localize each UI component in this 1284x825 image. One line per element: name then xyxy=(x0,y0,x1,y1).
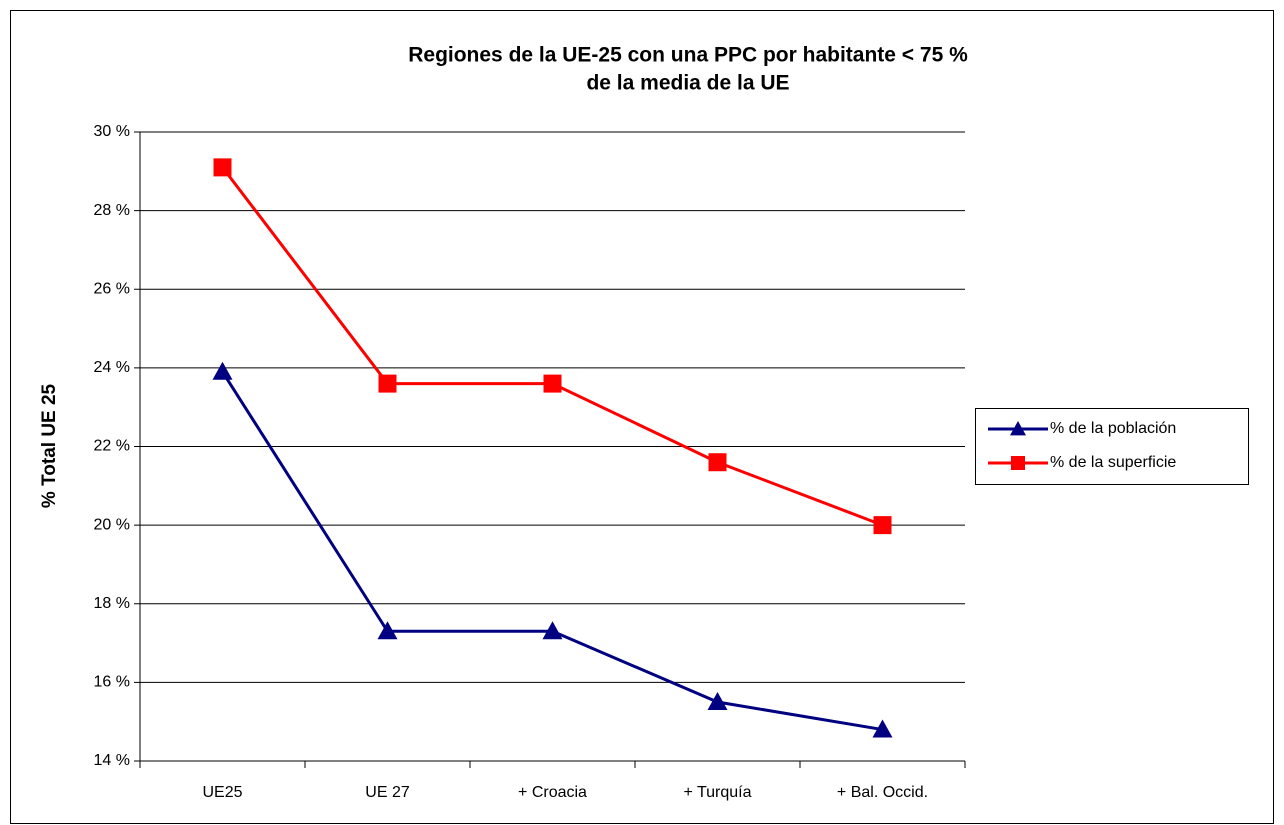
chart-title: Regiones de la UE-25 con una PPC por hab… xyxy=(408,44,968,67)
x-tick-label: UE 27 xyxy=(365,784,410,801)
legend-box xyxy=(975,408,1249,485)
y-tick-label: 28 % xyxy=(94,202,130,219)
marker xyxy=(872,719,893,738)
x-tick-label: + Turquía xyxy=(683,784,751,801)
chart-title: de la media de la UE xyxy=(586,72,789,95)
marker xyxy=(873,516,892,535)
marker xyxy=(1010,421,1026,436)
marker xyxy=(542,621,563,640)
y-tick-label: 22 % xyxy=(94,438,130,455)
y-tick-label: 16 % xyxy=(94,674,130,691)
y-tick-label: 26 % xyxy=(94,280,130,297)
y-tick-label: 24 % xyxy=(94,359,130,376)
y-tick-label: 30 % xyxy=(94,123,130,140)
y-tick-label: 18 % xyxy=(94,595,130,612)
marker xyxy=(212,361,233,380)
x-tick-label: + Bal. Occid. xyxy=(837,784,928,801)
y-axis-label: % Total UE 25 xyxy=(39,383,60,508)
marker xyxy=(1011,456,1025,470)
x-tick-label: UE25 xyxy=(202,784,242,801)
y-tick-label: 14 % xyxy=(94,752,130,769)
legend-label: % de la población xyxy=(1050,420,1176,437)
marker xyxy=(707,692,728,711)
y-tick-label: 20 % xyxy=(94,516,130,533)
marker xyxy=(378,374,397,393)
marker xyxy=(377,621,398,640)
marker xyxy=(543,374,562,393)
marker xyxy=(708,453,727,472)
x-tick-label: + Croacia xyxy=(518,784,587,801)
legend-label: % de la superficie xyxy=(1050,454,1176,471)
marker xyxy=(213,158,232,177)
